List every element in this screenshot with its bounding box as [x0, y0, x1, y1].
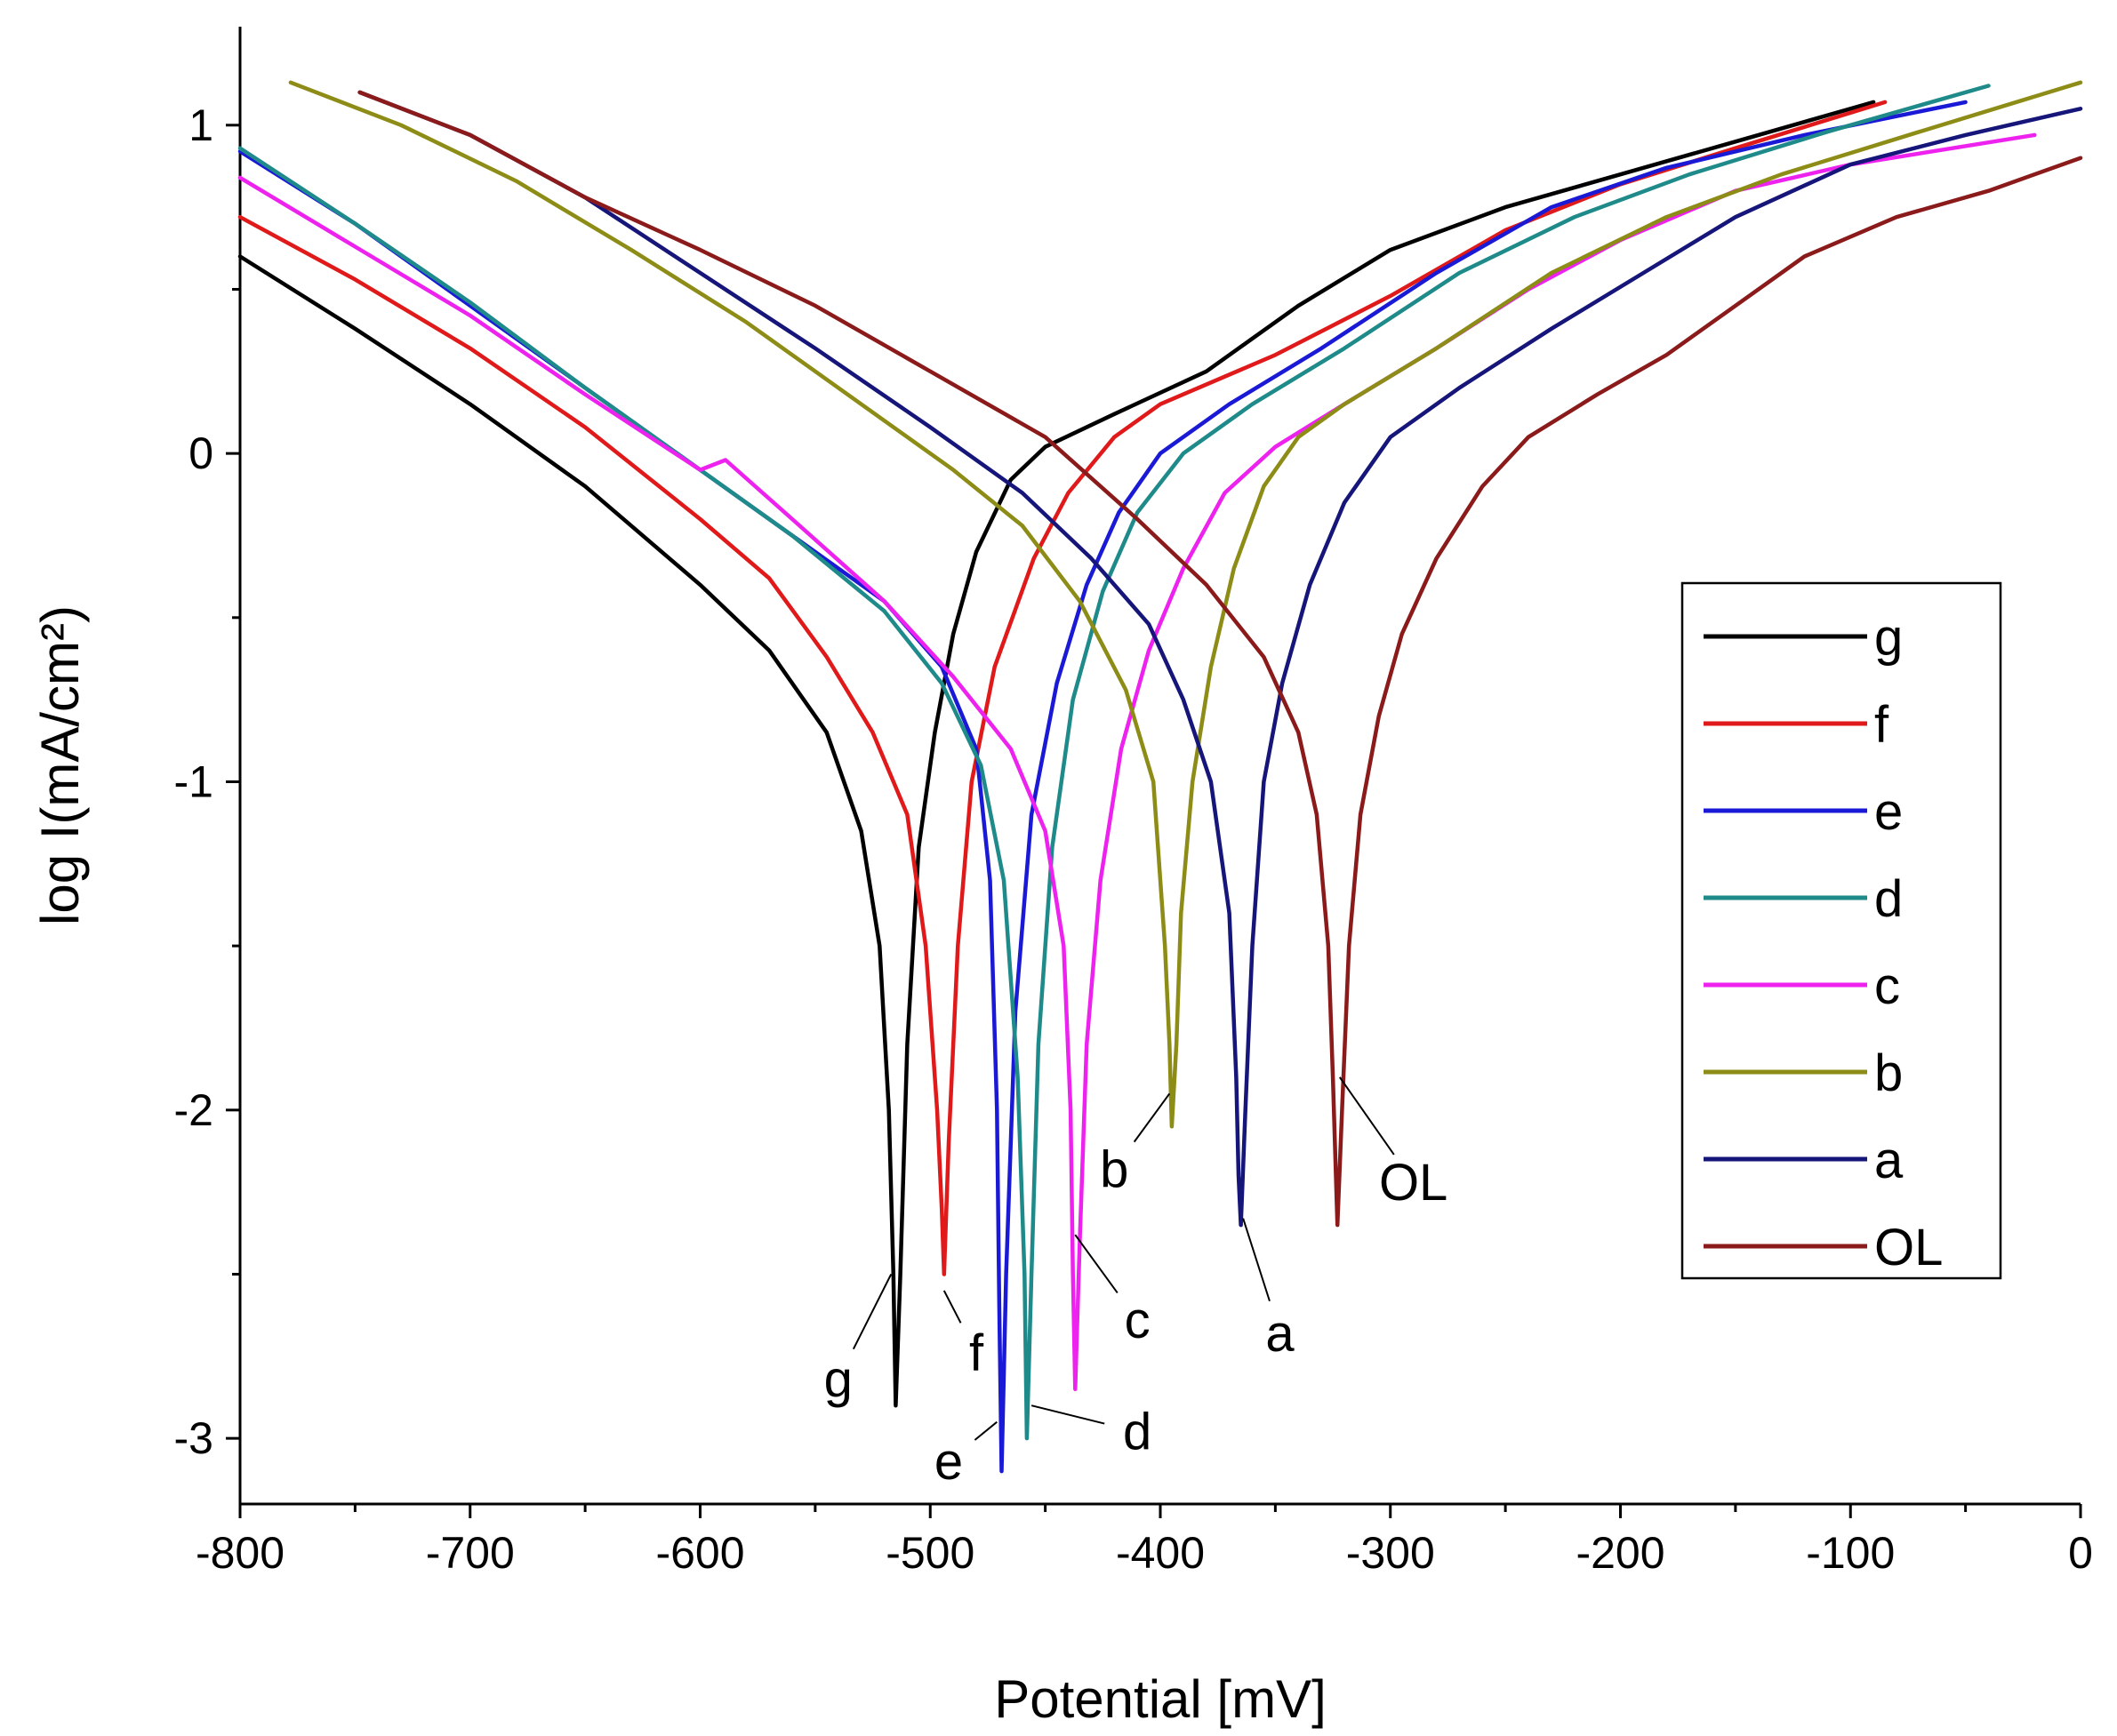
series-line-a: [357, 90, 2083, 1228]
annotation-leader-g: [852, 1274, 893, 1350]
x-tick-label: -800: [196, 1528, 285, 1578]
x-tick-label: -100: [1806, 1528, 1895, 1578]
x-tick-label: -400: [1116, 1528, 1205, 1578]
legend-label-b: b: [1874, 1044, 1903, 1102]
annotation-leader-ol: [1339, 1076, 1395, 1156]
annotation-leader-b: [1133, 1092, 1171, 1143]
annotation-label-e: e: [934, 1433, 963, 1491]
legend-label-d: d: [1874, 870, 1903, 928]
annotation-label-g: g: [824, 1351, 853, 1409]
annotation-leader-d: [1030, 1404, 1105, 1425]
annotation-label-c: c: [1125, 1292, 1151, 1349]
series-lines: [237, 80, 2083, 1474]
annotation-leader-a: [1242, 1218, 1271, 1302]
y-tick-label: 0: [188, 428, 213, 478]
y-axis-title: log I(mA/cm²): [30, 605, 90, 925]
legend-label-c: c: [1874, 957, 1900, 1015]
x-tick-label: -700: [426, 1528, 515, 1578]
x-axis-title: Potential [mV]: [994, 1669, 1327, 1729]
curve-annotations: g fe dc b a OL: [824, 1076, 1447, 1491]
x-tick-label: -300: [1346, 1528, 1435, 1578]
series-line-g: [237, 100, 1876, 1408]
series-line-b: [288, 80, 2083, 1129]
legend-label-f: f: [1874, 696, 1889, 754]
legend-label-g: g: [1874, 609, 1903, 667]
legend-label-ol: OL: [1874, 1219, 1943, 1276]
legend-label-e: e: [1874, 783, 1903, 841]
series-line-ol: [357, 90, 2083, 1228]
annotation-label-f: f: [969, 1324, 984, 1382]
y-tick-label: -2: [174, 1085, 213, 1135]
annotation-leader-c: [1074, 1234, 1119, 1294]
y-tick-label: -1: [174, 756, 213, 806]
y-tick-label: -3: [174, 1413, 213, 1463]
x-tick-label: -500: [886, 1528, 974, 1578]
annotation-leader-f: [942, 1290, 962, 1324]
annotation-label-ol: OL: [1379, 1154, 1447, 1212]
series-line-d: [237, 84, 1991, 1441]
tick-labels: -800 -700 -600 -500 -400 -300 -200 -100 0 -3 -2 -1 0…: [174, 100, 2093, 1578]
series-line-f: [237, 100, 1888, 1276]
legend-box: [1680, 581, 2002, 1280]
y-tick-label: 1: [188, 100, 213, 150]
annotation-label-a: a: [1265, 1305, 1295, 1363]
annotation-leader-e: [974, 1420, 998, 1441]
x-tick-label: -200: [1576, 1528, 1664, 1578]
x-tick-label: -600: [655, 1528, 744, 1578]
x-tick-label: 0: [2068, 1528, 2093, 1578]
annotation-label-d: d: [1123, 1404, 1151, 1461]
ticks: [226, 124, 2082, 1518]
annotation-label-b: b: [1100, 1140, 1128, 1198]
legend-label-a: a: [1874, 1132, 1904, 1189]
